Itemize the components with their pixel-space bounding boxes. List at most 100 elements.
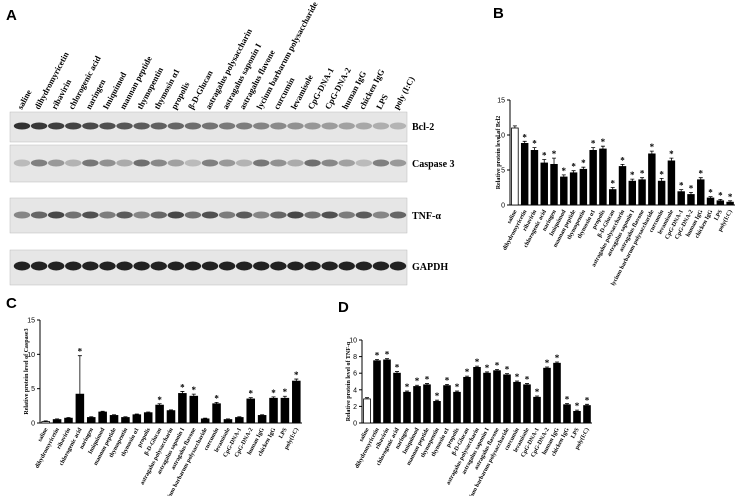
error-bar xyxy=(365,397,369,399)
bar xyxy=(483,372,491,424)
error-bar xyxy=(385,358,389,360)
significance-mark: * xyxy=(214,393,219,403)
error-bar xyxy=(640,177,645,180)
bar xyxy=(608,189,617,206)
error-bar xyxy=(89,416,94,418)
significance-mark: * xyxy=(718,190,723,200)
bar xyxy=(280,397,290,424)
bar xyxy=(716,200,725,206)
blot-band xyxy=(82,211,99,219)
blot-band xyxy=(304,159,321,167)
bar xyxy=(726,201,734,206)
error-bar xyxy=(708,196,713,198)
blot-band xyxy=(270,122,287,130)
blot-band xyxy=(65,211,82,219)
y-axis-label: Relative protein level of Caspase3 xyxy=(24,328,30,414)
blot-band xyxy=(30,211,48,219)
significance-mark: * xyxy=(640,169,645,179)
bar xyxy=(393,372,401,424)
panel-label: B xyxy=(493,5,504,22)
significance-mark: * xyxy=(575,401,580,411)
error-bar xyxy=(571,170,576,173)
bar xyxy=(697,179,705,206)
significance-mark: * xyxy=(192,385,197,395)
blot-band xyxy=(389,122,407,130)
significance-mark: * xyxy=(435,391,440,401)
significance-mark: * xyxy=(545,358,550,368)
x-tick-label: LPS xyxy=(570,427,581,440)
error-bar xyxy=(146,411,151,413)
significance-mark: * xyxy=(405,382,410,392)
significance-mark: * xyxy=(650,142,655,152)
error-bar xyxy=(669,157,674,161)
bar xyxy=(628,180,637,206)
significance-mark: * xyxy=(522,132,527,142)
bar xyxy=(109,415,119,424)
blot-band xyxy=(13,211,31,219)
error-bar xyxy=(294,378,299,382)
error-bar xyxy=(728,200,733,203)
error-bar xyxy=(100,410,105,413)
significance-mark: * xyxy=(375,351,380,361)
blot-band xyxy=(287,261,304,271)
blot-band xyxy=(133,211,150,219)
blot-band xyxy=(235,159,253,167)
significance-mark: * xyxy=(475,357,480,367)
significance-mark: * xyxy=(157,395,162,405)
blot-band xyxy=(270,159,287,167)
error-bar xyxy=(565,403,569,405)
error-bar xyxy=(55,418,60,420)
y-tick-label: 4 xyxy=(353,387,357,394)
blot-band xyxy=(338,122,355,130)
blot-band xyxy=(253,211,270,219)
bar xyxy=(235,417,244,424)
bar xyxy=(189,395,199,424)
bar xyxy=(543,367,551,424)
y-tick-label: 0 xyxy=(353,421,357,428)
error-bar xyxy=(43,420,48,422)
significance-mark: * xyxy=(610,179,615,189)
error-bar xyxy=(581,166,586,170)
error-bar xyxy=(425,383,429,385)
blot-band xyxy=(150,159,167,167)
bar xyxy=(463,376,471,424)
blot-band xyxy=(13,122,31,130)
significance-mark: * xyxy=(535,387,540,397)
error-bar xyxy=(134,413,139,415)
bar xyxy=(523,384,531,424)
blot-band xyxy=(270,261,287,271)
blot-band xyxy=(13,261,31,271)
error-bar xyxy=(535,395,539,398)
error-bar xyxy=(237,416,242,418)
blot-band xyxy=(253,122,270,130)
bar xyxy=(269,397,278,424)
y-tick-label: 15 xyxy=(497,98,505,105)
significance-mark: * xyxy=(562,166,567,176)
y-tick-label: 8 xyxy=(353,354,357,361)
bar xyxy=(706,197,715,206)
significance-mark: * xyxy=(415,376,420,386)
blot-band xyxy=(304,122,321,130)
significance-mark: * xyxy=(630,170,635,180)
bar xyxy=(413,386,421,424)
significance-mark: * xyxy=(532,139,537,149)
blot-band xyxy=(201,261,219,271)
y-tick-label: 0 xyxy=(31,421,35,428)
blot-band xyxy=(372,159,390,167)
bar xyxy=(143,412,153,424)
error-bar xyxy=(591,147,596,151)
significance-mark: * xyxy=(385,350,390,360)
blot-band xyxy=(65,261,82,271)
y-tick-label: 5 xyxy=(31,386,35,393)
blot-band xyxy=(133,159,150,167)
bar xyxy=(383,359,391,424)
blot-band xyxy=(321,122,338,130)
significance-mark: * xyxy=(601,137,606,147)
error-bar xyxy=(575,409,579,412)
bar xyxy=(648,153,656,206)
significance-mark: * xyxy=(552,149,557,159)
blot-band xyxy=(338,211,355,219)
blot-band xyxy=(201,159,219,167)
blot-band xyxy=(167,211,185,219)
